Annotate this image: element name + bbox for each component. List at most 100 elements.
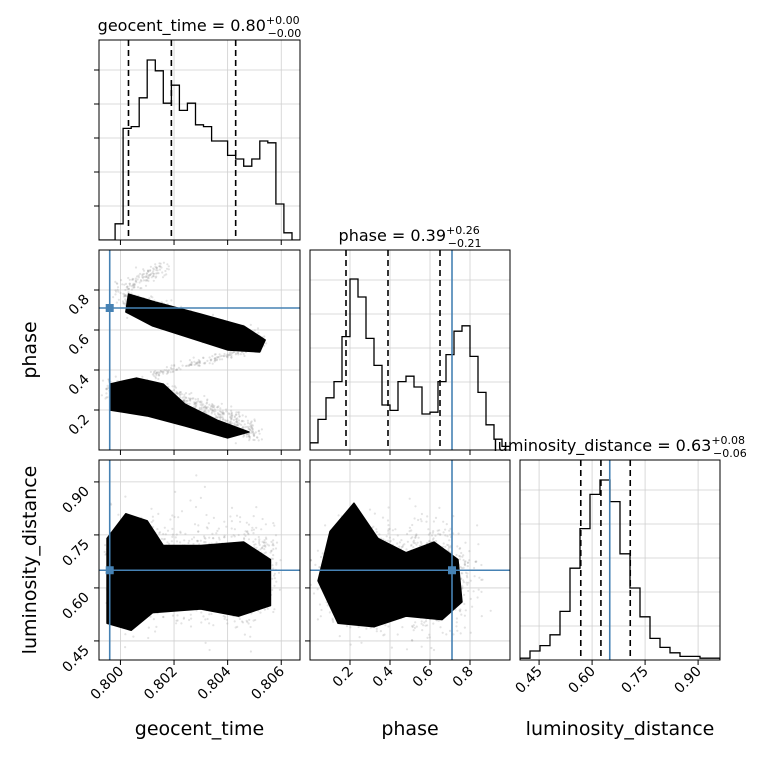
sample-point [385, 535, 388, 538]
sample-point [122, 292, 125, 295]
sample-point [155, 269, 158, 272]
sample-point [426, 515, 429, 518]
sample-point [207, 522, 210, 525]
sample-point [249, 421, 253, 424]
sample-point [230, 412, 233, 415]
sample-point [210, 412, 213, 415]
sample-point [420, 542, 423, 545]
sample-point [251, 430, 254, 434]
sample-point [152, 279, 155, 282]
sample-point [115, 282, 118, 285]
sample-point [234, 442, 237, 445]
sample-point [467, 561, 470, 564]
sample-point [184, 396, 187, 399]
sample-point [444, 528, 447, 531]
sample-point [258, 541, 261, 545]
sample-point [236, 424, 240, 427]
sample-point [152, 370, 155, 374]
sample-point [459, 632, 462, 635]
sample-point [189, 363, 192, 366]
sample-point [414, 534, 417, 537]
sample-point [247, 434, 250, 438]
sample-point [445, 523, 448, 526]
sample-point [145, 275, 148, 279]
sample-point [199, 361, 202, 365]
sample-point [126, 285, 129, 288]
sample-point [253, 434, 256, 437]
sample-point [257, 535, 260, 539]
sample-point [179, 530, 182, 533]
sample-point [235, 420, 238, 423]
sample-point [179, 360, 182, 363]
sample-point [250, 426, 253, 429]
sample-point [446, 535, 449, 538]
sample-point [432, 537, 435, 540]
sample-point [105, 388, 108, 391]
sample-point [157, 371, 160, 374]
sample-point [247, 435, 251, 438]
sample-point [178, 393, 181, 396]
sample-point [163, 537, 166, 541]
sample-point [176, 619, 179, 622]
sample-point [383, 633, 386, 636]
sample-point [205, 411, 208, 414]
sample-point [434, 516, 438, 520]
sample-point [174, 386, 178, 389]
sample-point [448, 529, 451, 532]
sample-point [444, 534, 447, 537]
sample-point [249, 323, 252, 326]
sample-point [160, 537, 163, 540]
sample-point [148, 297, 151, 300]
sample-point [357, 625, 360, 629]
sample-point [408, 530, 411, 533]
sample-point [267, 544, 271, 547]
sample-point [272, 567, 275, 570]
sample-point [456, 629, 459, 632]
sample-point [382, 538, 385, 541]
sample-point [381, 516, 385, 519]
panel-content [99, 474, 282, 653]
sample-point [162, 372, 165, 375]
sample-point [195, 404, 198, 407]
sample-point [149, 615, 152, 618]
sample-point [230, 520, 233, 523]
sample-point [271, 544, 274, 547]
sample-point [202, 615, 205, 618]
sample-point [241, 414, 244, 417]
sample-point [165, 273, 168, 276]
sample-point [270, 549, 273, 552]
sample-point [105, 388, 108, 391]
sample-point [157, 374, 161, 377]
sample-point [172, 370, 175, 373]
sample-point [316, 588, 319, 591]
sample-point [387, 524, 390, 527]
sample-point [261, 547, 264, 550]
sample-point [140, 280, 143, 283]
sample-point [231, 422, 234, 425]
sample-point [179, 391, 182, 394]
sample-point [188, 364, 191, 367]
sample-point [162, 615, 165, 619]
sample-point [463, 561, 466, 564]
sample-point [269, 551, 272, 554]
sample-point [233, 422, 236, 425]
sample-point [252, 528, 255, 531]
sample-point [458, 558, 461, 561]
sample-point [264, 541, 267, 544]
sample-point [420, 520, 423, 523]
sample-point [235, 423, 239, 426]
sample-point [259, 548, 262, 551]
sample-point [375, 530, 378, 534]
sample-point [349, 626, 352, 629]
sample-point [230, 352, 233, 355]
sample-point [204, 405, 207, 408]
sample-point [114, 293, 117, 296]
sample-point [225, 354, 228, 357]
sample-point [221, 418, 225, 421]
sample-point [272, 522, 275, 525]
joint-panel-geocent_time-phase [94, 249, 301, 455]
sample-point [254, 538, 257, 541]
sample-point [199, 403, 202, 406]
sample-point [142, 269, 146, 272]
sample-point [430, 534, 434, 537]
